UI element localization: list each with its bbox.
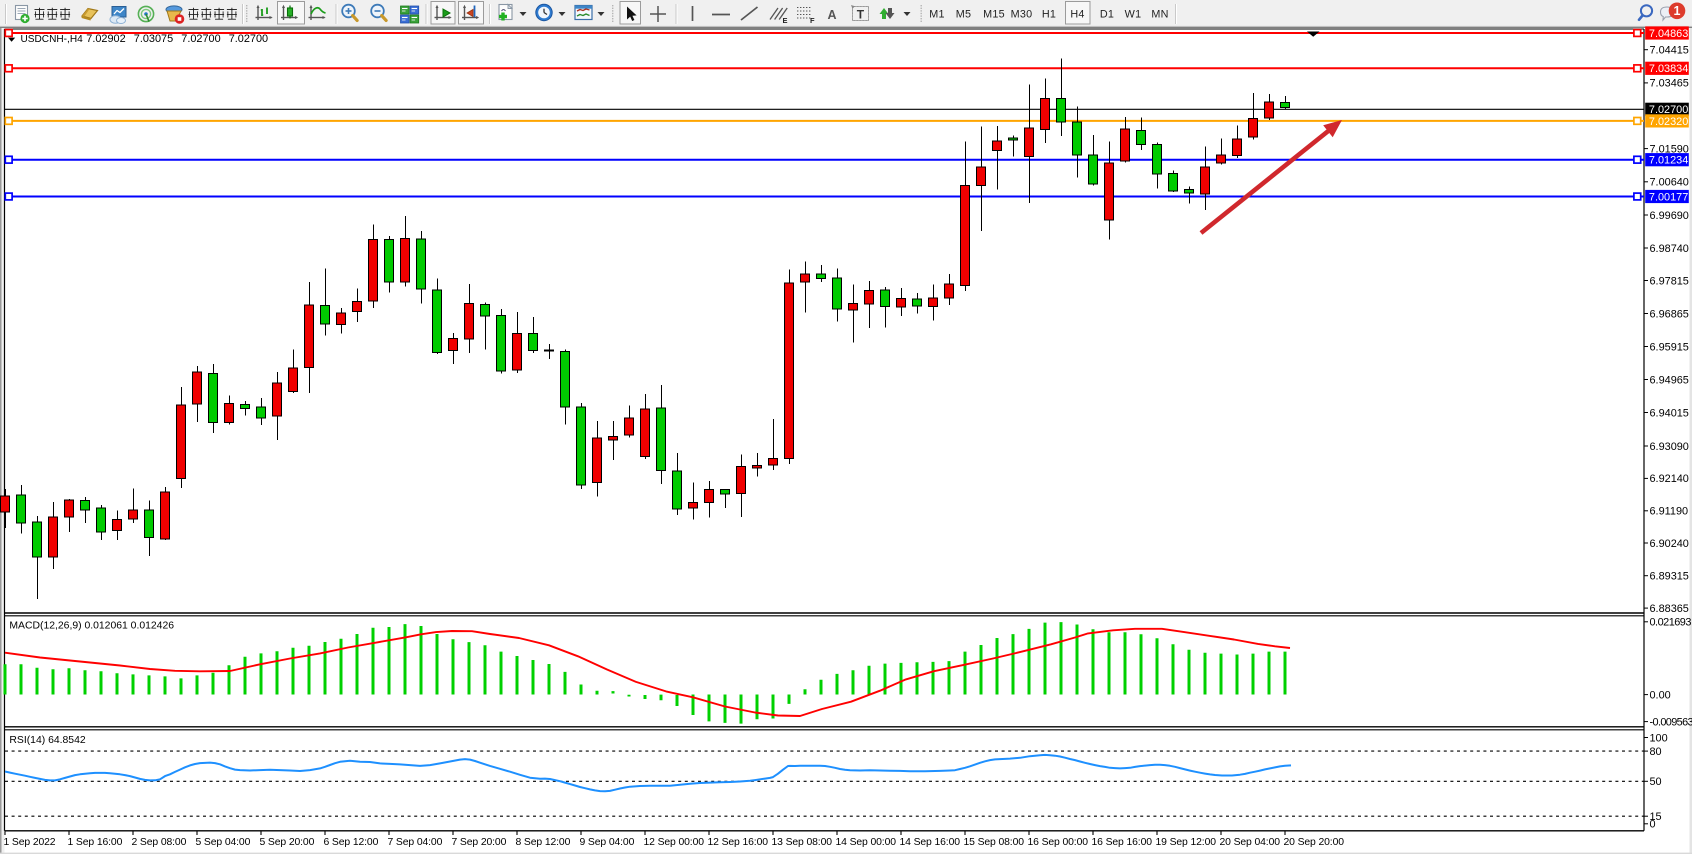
svg-text:7.02700: 7.02700 [181,33,220,45]
svg-text:80: 80 [1650,746,1662,758]
svg-text:5 Sep 20:00: 5 Sep 20:00 [260,837,315,848]
svg-text:M5: M5 [956,9,972,21]
svg-text:7 Sep 20:00: 7 Sep 20:00 [452,837,507,848]
svg-text:7 Sep 04:00: 7 Sep 04:00 [388,837,443,848]
svg-text:W1: W1 [1125,9,1142,21]
svg-text:15 Sep 08:00: 15 Sep 08:00 [964,837,1025,848]
svg-text:6.97815: 6.97815 [1650,275,1689,287]
svg-text:12 Sep 16:00: 12 Sep 16:00 [708,837,769,848]
svg-text:6.98740: 6.98740 [1650,243,1689,255]
svg-text:1 Sep 2022: 1 Sep 2022 [4,837,56,848]
svg-text:8 Sep 12:00: 8 Sep 12:00 [516,837,571,848]
svg-text:7.02700: 7.02700 [229,33,268,45]
svg-text:6.92140: 6.92140 [1650,473,1689,485]
svg-text:USDCNH-,H4: USDCNH-,H4 [21,34,84,45]
svg-text:5 Sep 04:00: 5 Sep 04:00 [196,837,251,848]
svg-text:6.89315: 6.89315 [1650,571,1689,583]
svg-text:12 Sep 00:00: 12 Sep 00:00 [644,837,705,848]
svg-text:7.03075: 7.03075 [134,33,173,45]
svg-text:0.00: 0.00 [1650,689,1671,701]
svg-text:7.04415: 7.04415 [1650,45,1689,57]
svg-text:6.94015: 6.94015 [1650,407,1689,419]
svg-text:7.00177: 7.00177 [1649,191,1688,203]
svg-text:H4: H4 [1070,9,1084,21]
svg-text:M15: M15 [983,9,1005,21]
svg-text:7.02902: 7.02902 [86,33,125,45]
svg-text:6.99690: 6.99690 [1650,210,1689,222]
svg-text:15: 15 [1650,811,1662,823]
svg-text:RSI(14) 64.8542: RSI(14) 64.8542 [9,735,85,746]
svg-text:7.03834: 7.03834 [1649,63,1688,75]
svg-text:6.95915: 6.95915 [1650,341,1689,353]
svg-text:E: E [783,16,788,25]
svg-text:6.96865: 6.96865 [1650,308,1689,320]
svg-text:6.93090: 6.93090 [1650,441,1689,453]
svg-text:F: F [810,16,815,25]
svg-text:7.02700: 7.02700 [1649,104,1688,116]
svg-text:0: 0 [1650,819,1656,831]
svg-text:6.94965: 6.94965 [1650,374,1689,386]
svg-text:7.00640: 7.00640 [1650,177,1689,189]
svg-text:1: 1 [1674,4,1681,18]
svg-text:MACD(12,26,9) 0.012061 0.01242: MACD(12,26,9) 0.012061 0.012426 [9,621,174,632]
svg-text:6.90240: 6.90240 [1650,538,1689,550]
svg-text:6 Sep 12:00: 6 Sep 12:00 [324,837,379,848]
svg-text:D1: D1 [1100,9,1114,21]
svg-text:T: T [857,7,865,21]
svg-text:50: 50 [1650,776,1662,788]
svg-text:13 Sep 08:00: 13 Sep 08:00 [772,837,833,848]
svg-text:7.01590: 7.01590 [1650,143,1689,155]
svg-text:7.03465: 7.03465 [1650,78,1689,90]
svg-text:14 Sep 16:00: 14 Sep 16:00 [900,837,961,848]
svg-text:MN: MN [1151,9,1168,21]
svg-text:100: 100 [1650,732,1668,744]
svg-text:7.04863: 7.04863 [1649,28,1688,40]
svg-text:20 Sep 20:00: 20 Sep 20:00 [1284,837,1345,848]
svg-text:M30: M30 [1011,9,1033,21]
svg-text:19 Sep 12:00: 19 Sep 12:00 [1156,837,1217,848]
svg-text:16 Sep 16:00: 16 Sep 16:00 [1092,837,1153,848]
svg-text:6.88365: 6.88365 [1650,603,1689,615]
svg-text:-0.009563: -0.009563 [1650,716,1692,728]
svg-text:2 Sep 08:00: 2 Sep 08:00 [132,837,187,848]
svg-text:7.02320: 7.02320 [1649,116,1688,128]
svg-text:9 Sep 04:00: 9 Sep 04:00 [580,837,635,848]
svg-text:1 Sep 16:00: 1 Sep 16:00 [68,837,123,848]
svg-text:16 Sep 00:00: 16 Sep 00:00 [1028,837,1089,848]
svg-text:14 Sep 00:00: 14 Sep 00:00 [836,837,897,848]
svg-text:A: A [828,8,837,22]
svg-text:7.01234: 7.01234 [1649,155,1688,167]
svg-text:6.91190: 6.91190 [1650,506,1689,518]
svg-text:H1: H1 [1042,9,1056,21]
svg-text:M1: M1 [929,9,945,21]
svg-text:20 Sep 04:00: 20 Sep 04:00 [1220,837,1281,848]
svg-text:0.021693: 0.021693 [1650,617,1692,629]
